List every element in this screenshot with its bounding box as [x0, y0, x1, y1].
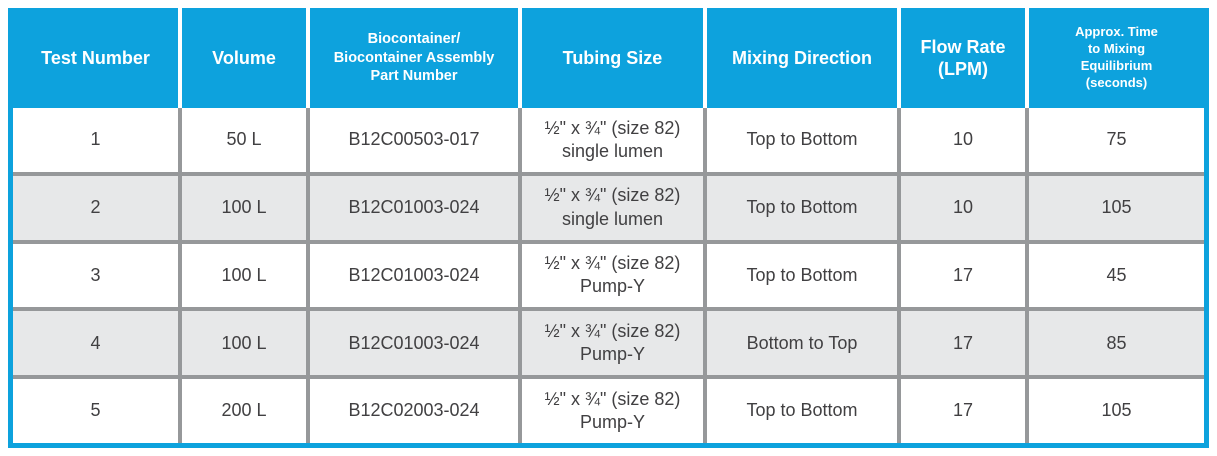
table-row: 1 50 L B12C00503-017 ½" x ¾" (size 82) s…: [13, 108, 1204, 172]
cell-mixing-direction: Top to Bottom: [707, 379, 897, 443]
cell-test-number: 2: [13, 175, 178, 240]
table-row: 4 100 L B12C01003-024 ½" x ¾" (size 82) …: [13, 311, 1204, 376]
table-row: 5 200 L B12C02003-024 ½" x ¾" (size 82) …: [13, 379, 1204, 443]
cell-flow-rate: 17: [901, 243, 1025, 308]
cell-mixing-direction: Bottom to Top: [707, 311, 897, 376]
cell-flow-rate: 10: [901, 108, 1025, 172]
cell-test-number: 4: [13, 311, 178, 376]
cell-volume: 50 L: [182, 108, 306, 172]
header-test-number: Test Number: [13, 8, 178, 108]
cell-volume: 100 L: [182, 311, 306, 376]
header-part-number: Biocontainer/ Biocontainer Assembly Part…: [310, 8, 518, 108]
table-row: 2 100 L B12C01003-024 ½" x ¾" (size 82) …: [13, 175, 1204, 240]
cell-flow-rate: 10: [901, 175, 1025, 240]
cell-flow-rate: 17: [901, 311, 1025, 376]
cell-equilibrium-time: 75: [1029, 108, 1204, 172]
cell-equilibrium-time: 105: [1029, 175, 1204, 240]
cell-equilibrium-time: 85: [1029, 311, 1204, 376]
cell-part-number: B12C02003-024: [310, 379, 518, 443]
table-header-row: Test Number Volume Biocontainer/ Biocont…: [13, 8, 1204, 108]
cell-test-number: 3: [13, 243, 178, 308]
cell-tubing-size: ½" x ¾" (size 82) single lumen: [522, 175, 703, 240]
cell-tubing-size: ½" x ¾" (size 82) Pump-Y: [522, 379, 703, 443]
cell-test-number: 1: [13, 108, 178, 172]
cell-part-number: B12C01003-024: [310, 311, 518, 376]
table-body: 1 50 L B12C00503-017 ½" x ¾" (size 82) s…: [13, 108, 1204, 443]
header-tubing-size: Tubing Size: [522, 8, 703, 108]
cell-tubing-size: ½" x ¾" (size 82) Pump-Y: [522, 243, 703, 308]
table-row: 3 100 L B12C01003-024 ½" x ¾" (size 82) …: [13, 243, 1204, 308]
mixing-test-table: Test Number Volume Biocontainer/ Biocont…: [8, 8, 1209, 448]
cell-equilibrium-time: 105: [1029, 379, 1204, 443]
cell-volume: 100 L: [182, 175, 306, 240]
cell-mixing-direction: Top to Bottom: [707, 175, 897, 240]
cell-tubing-size: ½" x ¾" (size 82) Pump-Y: [522, 311, 703, 376]
header-equilibrium-time: Approx. Time to Mixing Equilibrium (seco…: [1029, 8, 1204, 108]
cell-test-number: 5: [13, 379, 178, 443]
cell-equilibrium-time: 45: [1029, 243, 1204, 308]
cell-mixing-direction: Top to Bottom: [707, 108, 897, 172]
cell-flow-rate: 17: [901, 379, 1025, 443]
header-mixing-direction: Mixing Direction: [707, 8, 897, 108]
cell-volume: 100 L: [182, 243, 306, 308]
cell-part-number: B12C00503-017: [310, 108, 518, 172]
header-flow-rate: Flow Rate (LPM): [901, 8, 1025, 108]
cell-part-number: B12C01003-024: [310, 243, 518, 308]
cell-part-number: B12C01003-024: [310, 175, 518, 240]
cell-volume: 200 L: [182, 379, 306, 443]
cell-mixing-direction: Top to Bottom: [707, 243, 897, 308]
cell-tubing-size: ½" x ¾" (size 82) single lumen: [522, 108, 703, 172]
header-volume: Volume: [182, 8, 306, 108]
